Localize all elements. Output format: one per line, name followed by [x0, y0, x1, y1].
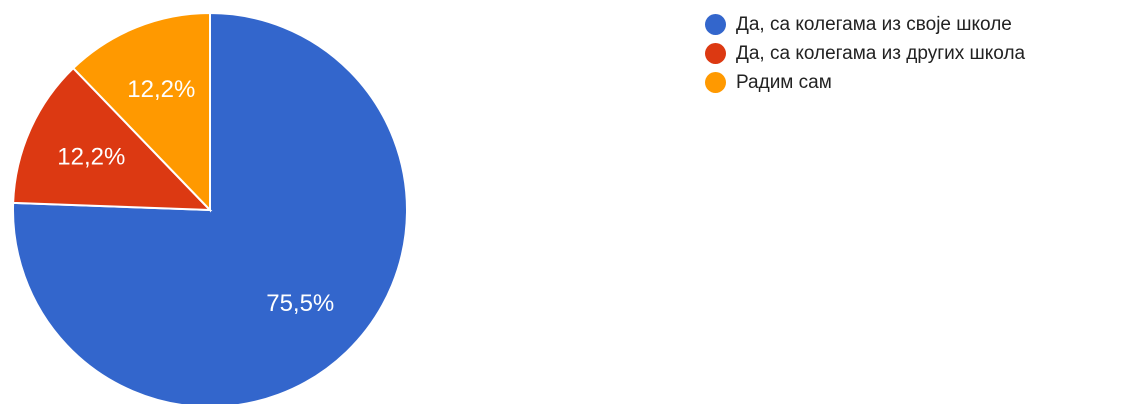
chart-legend: Да, са колегама из своје школе Да, са ко… [705, 10, 1025, 97]
pie-slice-label-alone: 12,2% [127, 76, 195, 103]
legend-swatch-alone [705, 72, 726, 93]
legend-label-alone: Радим сам [736, 71, 832, 93]
legend-item-own-school[interactable]: Да, са колегама из своје школе [705, 10, 1025, 39]
legend-swatch-own-school [705, 14, 726, 35]
legend-item-alone[interactable]: Радим сам [705, 68, 1025, 97]
legend-label-own-school: Да, са колегама из своје школе [736, 13, 1012, 35]
pie-slice-own-school[interactable] [12, 11, 408, 404]
pie-chart: 75,5% 12,2% 12,2% [12, 11, 408, 404]
legend-swatch-other-schools [705, 43, 726, 64]
legend-label-other-schools: Да, са колегама из других школа [736, 42, 1026, 64]
legend-item-other-schools[interactable]: Да, са колегама из других школа [705, 39, 1025, 68]
pie-slice-label-other-schools: 12,2% [57, 144, 125, 171]
pie-slice-label-own-school: 75,5% [266, 290, 334, 317]
pie-slice-other-schools[interactable] [12, 66, 213, 212]
pie-slice-alone[interactable] [71, 11, 211, 213]
